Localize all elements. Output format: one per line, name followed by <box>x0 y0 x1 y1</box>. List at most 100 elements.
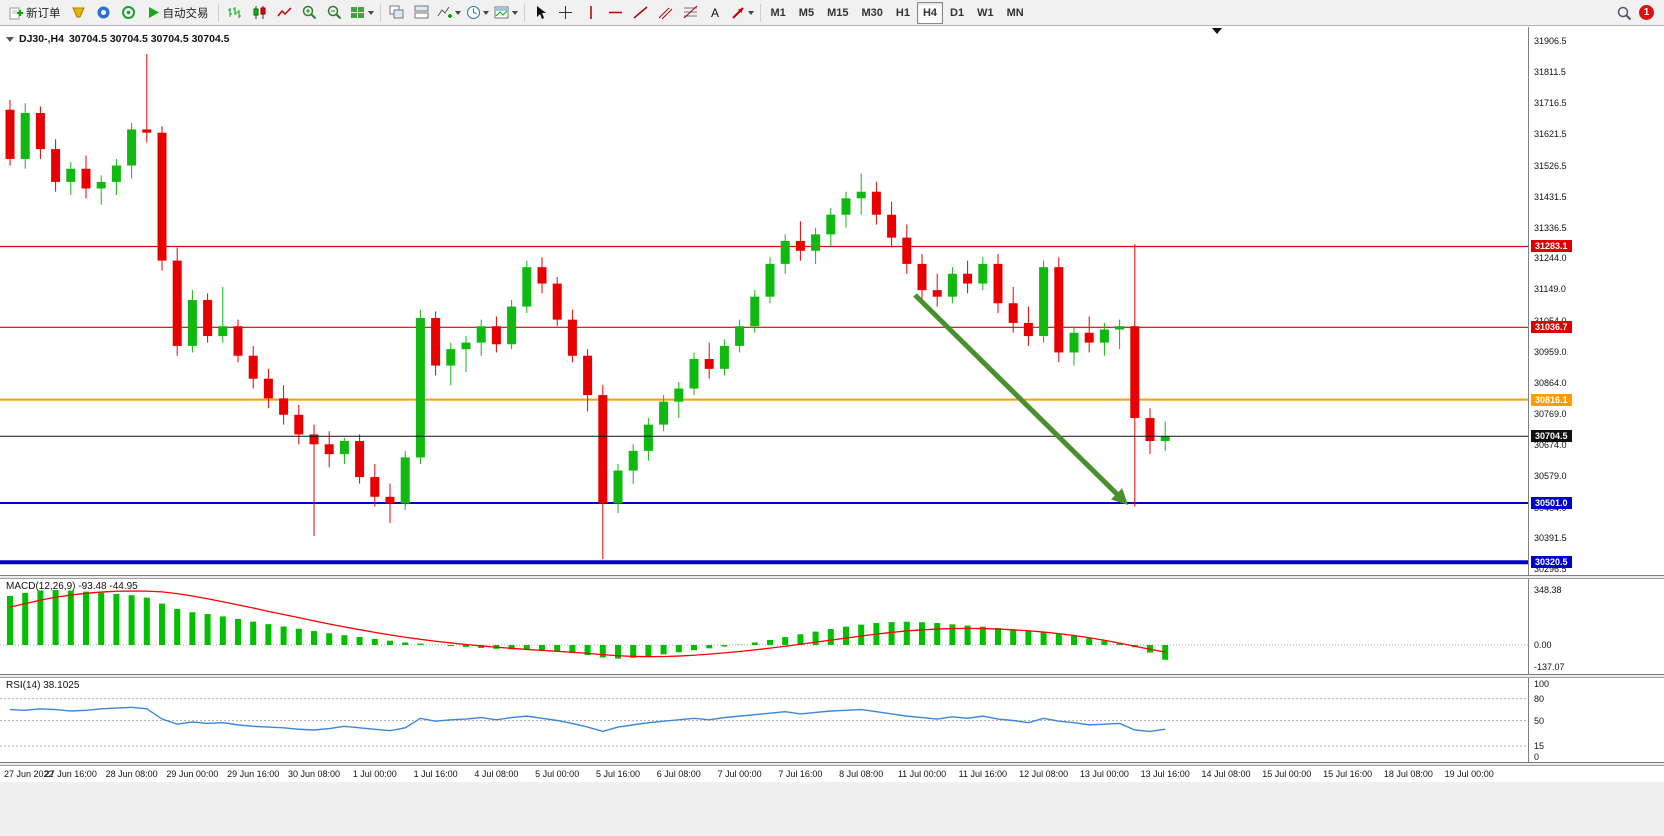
macd-axis-label: -137.07 <box>1534 661 1565 672</box>
arrows-tool-button[interactable] <box>729 2 756 24</box>
cursor-tool-button[interactable] <box>529 2 553 24</box>
time-axis-label: 1 Jul 00:00 <box>352 769 397 779</box>
cascade-windows-button[interactable] <box>385 2 409 24</box>
time-axis-label: 15 Jul 00:00 <box>1262 769 1312 779</box>
fibonacci-icon <box>683 5 698 19</box>
chart-title: DJ30-,H4 30704.5 30704.5 30704.5 30704.5 <box>6 33 230 45</box>
templates-caret-icon <box>511 10 518 15</box>
time-axis: 27 Jun 2022 27 Jun 16:00 28 Jun 08:00 29 Ju… <box>0 766 1664 782</box>
time-axis-label: 15 Jul 16:00 <box>1323 769 1373 779</box>
panel-splitter[interactable] <box>0 674 1664 678</box>
search-button[interactable] <box>1612 2 1636 24</box>
auto-trading-button[interactable]: 自动交易 <box>142 1 214 25</box>
periods-button[interactable] <box>464 2 491 24</box>
zoom-in-icon <box>302 5 317 20</box>
crosshair-tool-button[interactable] <box>554 2 578 24</box>
time-axis-label: 27 Jun 2022 <box>4 769 54 779</box>
chart-shift-marker-icon[interactable] <box>1212 28 1222 34</box>
macd-histogram <box>7 589 1169 660</box>
tab-timeframe-h1[interactable]: H1 <box>895 6 910 19</box>
tab-timeframe-m1[interactable]: M1 <box>770 6 786 19</box>
periods-caret-icon <box>482 10 489 15</box>
chart-ohlc-values: 30704.5 30704.5 30704.5 30704.5 <box>68 33 230 45</box>
fibonacci-tool-button[interactable] <box>679 2 703 24</box>
time-axis-label: 6 Jul 08:00 <box>656 769 701 779</box>
panel-splitter[interactable] <box>0 762 1664 766</box>
tab-timeframe-h4[interactable]: H4 <box>916 1 943 24</box>
tab-timeframe-w1[interactable]: W1 <box>977 6 994 19</box>
macd-indicator-panel[interactable] <box>0 579 1528 674</box>
trendline-icon <box>633 6 648 19</box>
bar-chart-icon <box>228 7 241 18</box>
price-axis-label: 30769.0 <box>1534 409 1567 420</box>
auto-trading-label: 自动交易 <box>162 7 209 20</box>
chart-collapse-icon[interactable] <box>6 36 14 42</box>
add-indicator-caret-icon <box>454 10 461 15</box>
rsi-label: RSI(14) 38.1025 <box>6 680 80 691</box>
support-button[interactable] <box>117 2 141 24</box>
price-axis-label: 31054.0 <box>1534 316 1567 326</box>
bar-chart-mode-button[interactable] <box>223 2 247 24</box>
macd-label: MACD(12,26,9) -93.48 -44.95 <box>6 581 138 592</box>
text-tool-button[interactable]: A <box>704 2 728 24</box>
trend-arrow-annotation[interactable] <box>913 293 1128 505</box>
horizontal-line-tool-button[interactable] <box>604 2 628 24</box>
tile-windows-button[interactable] <box>348 2 376 24</box>
vertical-line-icon <box>589 6 592 19</box>
zoom-out-button[interactable] <box>323 2 347 24</box>
price-axis-label: 31336.5 <box>1534 222 1567 233</box>
line-chart-mode-button[interactable] <box>273 2 297 24</box>
main-price-chart[interactable] <box>0 27 1528 575</box>
price-axis-label: 31526.5 <box>1534 160 1567 171</box>
arrange-windows-button[interactable] <box>410 2 434 24</box>
tile-windows-icon <box>350 7 364 18</box>
new-order-button[interactable]: 新订单 <box>4 1 66 25</box>
tab-timeframe-mn[interactable]: MN <box>1006 6 1024 19</box>
community-icon <box>97 6 110 19</box>
tile-windows-caret-icon <box>367 10 374 15</box>
trendline-tool-button[interactable] <box>629 2 653 24</box>
cursor-arrow-icon <box>536 6 546 19</box>
tab-timeframe-m15[interactable]: M15 <box>827 6 849 19</box>
price-axis-label: 30391.5 <box>1534 532 1567 543</box>
time-axis-label: 8 Jul 08:00 <box>839 769 884 779</box>
macd-signal-line <box>9 590 1166 658</box>
horizontal-line-icon <box>609 11 622 14</box>
price-axis-label: 31621.5 <box>1534 129 1567 140</box>
metaeditor-button[interactable] <box>67 2 91 24</box>
auto-trading-play-icon <box>148 7 159 18</box>
main-toolbar: 新订单 自动交易 <box>0 0 1664 26</box>
channel-tool-button[interactable] <box>654 2 678 24</box>
new-order-label: 新订单 <box>26 7 61 20</box>
add-indicator-button[interactable] <box>435 2 463 24</box>
tab-timeframe-m5[interactable]: M5 <box>798 6 815 19</box>
add-indicator-icon <box>437 6 452 18</box>
hline-price-badge: 31283.1 <box>1531 240 1572 253</box>
arrange-windows-icon <box>414 5 428 19</box>
templates-button[interactable] <box>492 2 520 24</box>
rsi-indicator-panel[interactable] <box>0 678 1528 762</box>
community-button[interactable] <box>92 2 116 24</box>
time-axis-label: 7 Jul 00:00 <box>717 769 762 779</box>
tab-timeframe-d1[interactable]: D1 <box>950 6 965 19</box>
time-axis-label: 19 Jul 00:00 <box>1444 769 1494 779</box>
macd-axis-label: 348.38 <box>1534 584 1562 595</box>
tab-timeframe-m30[interactable]: M30 <box>861 6 883 19</box>
vertical-line-tool-button[interactable] <box>579 2 603 24</box>
notification-badge[interactable]: 1 <box>1639 5 1654 20</box>
price-axis-label: 30674.0 <box>1534 440 1567 451</box>
zoom-in-button[interactable] <box>298 2 322 24</box>
toolbar-separator <box>217 3 219 22</box>
toolbar-separator <box>379 3 381 22</box>
time-axis-label: 5 Jul 00:00 <box>535 769 580 779</box>
panel-splitter[interactable] <box>0 575 1664 579</box>
templates-icon <box>494 6 508 19</box>
crosshair-icon <box>559 6 572 19</box>
time-axis-label: 29 Jun 00:00 <box>166 769 219 779</box>
metaeditor-icon <box>72 7 85 18</box>
channel-icon <box>658 7 673 20</box>
price-axis-label: 31811.5 <box>1534 67 1566 78</box>
price-axis-label: 30296.5 <box>1534 564 1567 575</box>
candlestick-mode-button[interactable] <box>248 2 272 24</box>
toolbar-separator <box>759 3 761 22</box>
